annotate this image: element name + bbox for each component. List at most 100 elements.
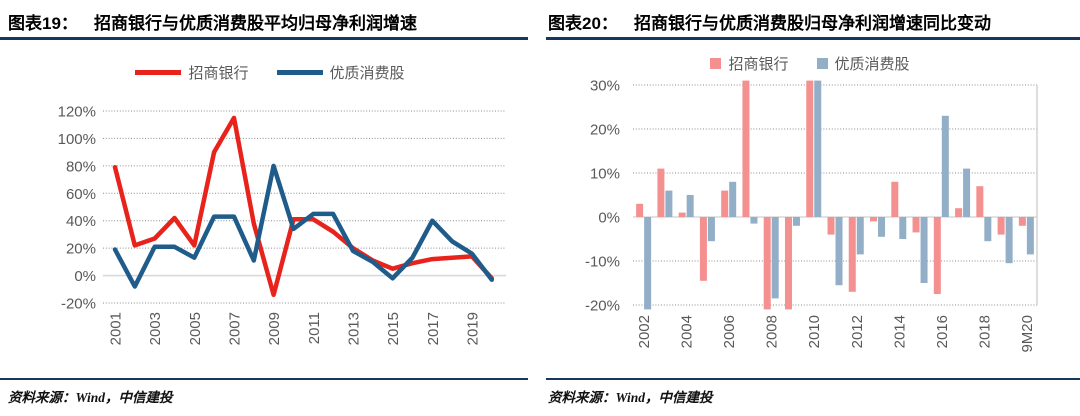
bar-优质消费股-9M20 [1026,217,1034,255]
x-tick-label: 2009 [266,312,283,345]
figure-20-title: 招商银行与优质消费股归母净利润增速同比变动 [634,14,991,33]
bar-招商银行-2009 [784,217,792,310]
legend-label-cmb: 招商银行 [188,65,249,82]
bar-优质消费股-2005 [707,217,715,242]
bar-招商银行-2002 [636,203,644,217]
x-tick-label: 2010 [806,315,823,348]
bar-chart: 30% 20% 10% 0% -10% -20% 2002 2004 2006 2008 2010 2… [585,78,1038,353]
title-rule [546,37,1080,40]
y-tick-label: 10% [590,166,620,183]
y-tick-label: 100% [58,131,96,148]
bluegray-square-swatch [816,58,828,69]
x-tick-label: 2005 [187,312,204,345]
y-tick-label: -20% [61,296,96,313]
y-tick-label: 20% [66,241,96,258]
bar-招商银行-2008 [763,217,771,310]
figure-19-header: 图表19： 招商银行与优质消费股平均归母净利润增速 [8,9,530,34]
x-tick-label: 2001 [108,312,125,345]
bar-招商银行-2017 [955,208,963,217]
figure-19-panel: 图表19： 招商银行与优质消费股平均归母净利润增速 招商银行 优质消费股 120… [0,9,540,405]
figure-20-panel: 图表20： 招商银行与优质消费股归母净利润增速同比变动 招商银行 优质消费股 3… [540,0,1080,416]
bar-招商银行-2004 [678,212,686,217]
x-tick-label: 2016 [934,315,951,348]
legend-item-consumer: 优质消费股 [276,62,405,83]
bar-优质消费股-2012 [856,217,864,255]
x-tick-label: 2015 [385,312,402,345]
bar-优质消费股-2008 [771,217,779,299]
bar-招商银行-2003 [657,168,665,217]
figure-20-label: 图表20： [548,14,618,33]
bar-招商银行-2012 [848,217,856,292]
x-tick-label: 2008 [764,315,781,348]
bar-优质消费股-2017 [963,168,971,217]
source-note: 资料来源：Wind，中信建投 [548,390,713,405]
bar-招商银行-2014 [891,181,899,217]
y-tick-label: 0% [74,268,96,285]
source-note: 资料来源：Wind，中信建投 [8,390,173,405]
legend-label-cmb: 招商银行 [728,56,789,73]
x-tick-label: 2018 [976,315,993,348]
x-tick-label: 9M20 [1019,315,1036,353]
bar-优质消费股-2002 [644,217,652,310]
bar-优质消费股-2016 [941,115,949,217]
y-tick-label: 0% [598,210,620,227]
y-tick-label: -10% [585,254,620,271]
y-tick-label: 120% [58,104,96,121]
bar-优质消费股-2018 [984,217,992,242]
bar-招商银行-2007 [742,80,750,217]
bar-招商银行-2016 [933,217,941,294]
figure-19-title: 招商银行与优质消费股平均归母净利润增速 [94,14,417,33]
bar-chart-legend: 招商银行 优质消费股 [540,53,1080,74]
y-tick-label: 60% [66,186,96,203]
x-tick-label: 2014 [891,315,908,348]
bar-招商银行-2015 [912,217,920,233]
bar-招商银行-2010 [806,80,814,217]
series-line-优质消费股 [112,163,495,289]
y-tick-label: 80% [66,158,96,175]
bar-优质消费股-2019 [1005,217,1013,264]
y-tick-label: 40% [66,213,96,230]
title-rule [0,37,528,40]
bar-招商银行-9M20 [1018,217,1026,226]
source-rule [0,378,528,380]
legend-item-cmb: 招商银行 [135,62,249,83]
bar-招商银行-2005 [699,217,707,281]
x-tick-label: 2004 [679,315,696,348]
red-line-swatch [135,70,182,75]
figure-19-label: 图表19： [8,14,78,33]
x-tick-label: 2011 [306,312,323,344]
x-tick-label: 2006 [721,315,738,348]
legend-item-cmb: 招商银行 [710,53,789,74]
bar-优质消费股-2014 [899,217,907,239]
x-tick-label: 2017 [425,312,442,345]
series-line-招商银行 [112,115,495,298]
bar-优质消费股-2015 [920,217,928,283]
bar-招商银行-2011 [827,217,835,235]
bar-招商银行-2018 [976,186,984,217]
source-rule [546,378,1080,380]
legend-item-consumer: 优质消费股 [816,53,910,74]
x-tick-label: 2019 [464,312,481,345]
bar-优质消费股-2007 [750,217,758,224]
bar-优质消费股-2006 [729,181,737,217]
bar-优质消费股-2009 [792,217,800,226]
x-tick-label: 2007 [226,312,243,345]
legend-label-consumer: 优质消费股 [834,56,910,73]
navy-line-swatch [276,70,323,75]
bar-招商银行-2013 [870,217,878,222]
bar-优质消费股-2011 [835,217,843,286]
x-tick-label: 2012 [849,315,866,348]
bar-招商银行-2006 [721,190,729,217]
figure-20-header: 图表20： 招商银行与优质消费股归母净利润增速同比变动 [548,9,1070,34]
y-tick-label: 30% [590,78,620,95]
x-tick-label: 2002 [636,315,653,348]
salmon-square-swatch [710,58,722,69]
y-tick-label: 20% [590,122,620,139]
x-tick-label: 2013 [345,312,362,345]
bar-优质消费股-2003 [665,190,673,217]
bar-招商银行-2019 [997,217,1005,235]
bar-优质消费股-2013 [878,217,886,237]
line-chart-legend: 招商银行 优质消费股 [0,62,540,83]
bar-优质消费股-2010 [814,80,822,217]
line-chart: 120% 100% 80% 60% 40% 20% 0% -20% 2001 2003 2005 20… [58,104,506,345]
